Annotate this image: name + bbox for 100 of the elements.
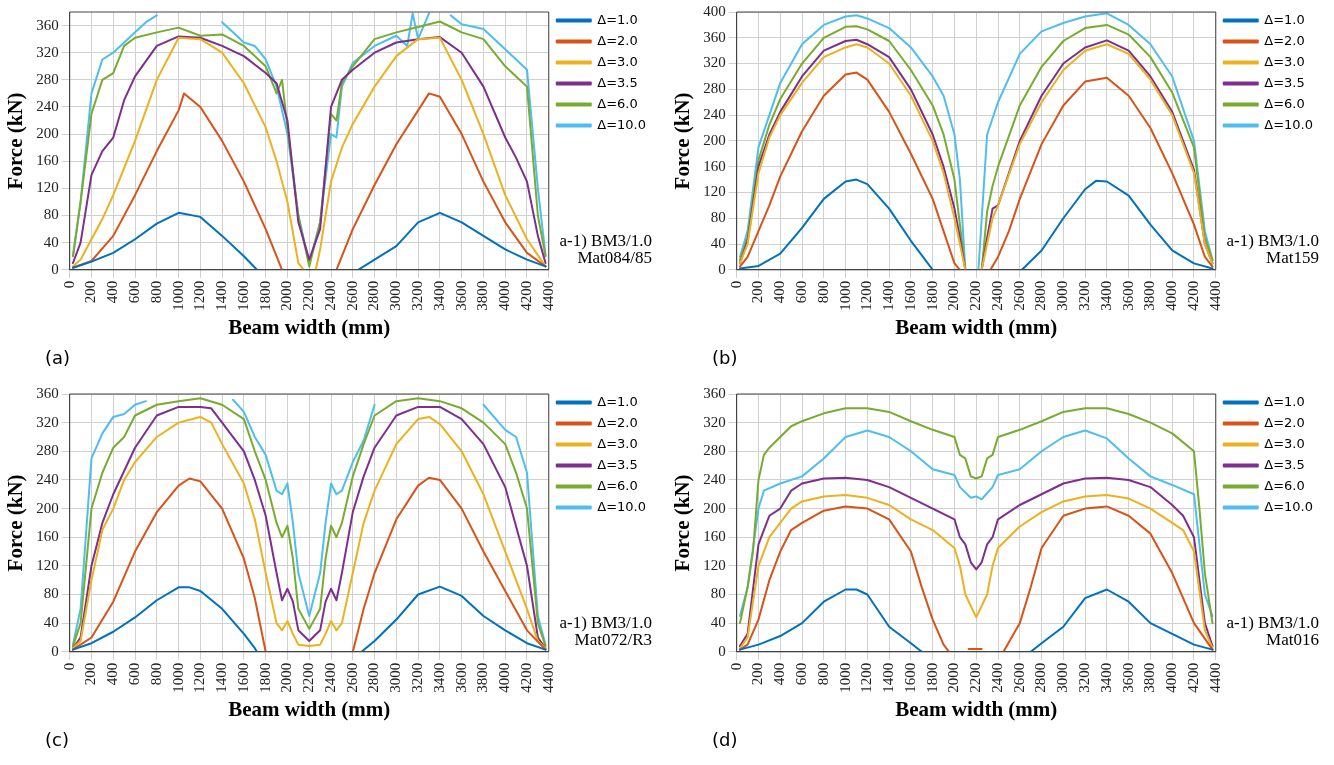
x-axis-title: Beam width (mm) xyxy=(895,314,1058,339)
x-tick-label: 800 xyxy=(814,662,831,686)
x-tick-label: 2800 xyxy=(365,662,382,693)
y-tick-label: 240 xyxy=(36,97,59,114)
x-axis-title: Beam width (mm) xyxy=(228,314,391,339)
x-tick-label: 1400 xyxy=(213,280,230,311)
y-tick-label: 120 xyxy=(36,556,59,573)
y-tick-label: 240 xyxy=(703,106,726,123)
x-tick-label: 2200 xyxy=(300,662,317,693)
y-tick-label: 200 xyxy=(703,499,726,516)
x-tick-label: 1000 xyxy=(169,280,186,311)
x-tick-label: 4400 xyxy=(1206,280,1223,311)
x-tick-label: 600 xyxy=(792,280,809,304)
y-tick-label: 280 xyxy=(36,442,59,459)
x-tick-label: 400 xyxy=(104,280,121,304)
x-tick-label: 1800 xyxy=(923,662,940,693)
x-tick-label: 4200 xyxy=(1184,280,1201,311)
x-tick-label: 1400 xyxy=(880,662,897,693)
x-tick-label: 200 xyxy=(82,662,99,686)
x-tick-label: 1400 xyxy=(213,662,230,693)
y-axis-title: Force (kN) xyxy=(670,92,695,190)
y-tick-label: 80 xyxy=(43,585,59,602)
y-tick-label: 320 xyxy=(36,413,59,430)
y-axis-title: Force (kN) xyxy=(670,474,695,572)
legend-label: Δ=3.0 xyxy=(597,53,638,69)
x-tick-label: 4200 xyxy=(517,280,534,311)
y-tick-label: 200 xyxy=(36,499,59,516)
y-tick-label: 280 xyxy=(703,442,726,459)
y-tick-label: 80 xyxy=(710,585,726,602)
x-tick-label: 2200 xyxy=(967,280,984,311)
y-tick-label: 400 xyxy=(703,2,726,19)
legend-label: Δ=3.5 xyxy=(1264,456,1305,472)
y-tick-label: 0 xyxy=(51,260,59,277)
x-tick-label: 4200 xyxy=(1184,662,1201,693)
y-tick-label: 360 xyxy=(703,28,726,45)
y-tick-label: 360 xyxy=(703,384,726,401)
x-tick-label: 400 xyxy=(771,280,788,304)
y-tick-label: 40 xyxy=(710,614,726,631)
y-tick-label: 80 xyxy=(43,206,59,223)
x-tick-label: 3400 xyxy=(430,662,447,693)
x-tick-label: 2000 xyxy=(278,662,295,693)
x-tick-label: 200 xyxy=(749,662,766,686)
y-tick-label: 80 xyxy=(710,209,726,226)
text: a-1) BM3/1.0 xyxy=(559,612,652,632)
x-tick-label: 3800 xyxy=(1141,280,1158,311)
x-tick-label: 2800 xyxy=(365,280,382,311)
y-tick-label: 40 xyxy=(43,614,59,631)
legend-label: Δ=3.5 xyxy=(597,74,638,90)
x-tick-label: 3400 xyxy=(1097,662,1114,693)
x-tick-label: 3600 xyxy=(1119,280,1136,311)
x-tick-label: 3800 xyxy=(474,280,491,311)
x-tick-label: 4000 xyxy=(496,280,513,311)
y-tick-label: 240 xyxy=(36,470,59,487)
y-tick-label: 0 xyxy=(51,642,59,659)
text: (c) xyxy=(45,729,69,750)
x-tick-label: 2800 xyxy=(1032,280,1049,311)
x-tick-label: 1200 xyxy=(858,662,875,693)
x-tick-label: 1200 xyxy=(858,280,875,311)
legend-label: Δ=3.5 xyxy=(597,456,638,472)
x-tick-label: 1000 xyxy=(169,662,186,693)
x-tick-label: 0 xyxy=(727,662,744,671)
legend-label: Δ=6.0 xyxy=(1264,95,1305,111)
text: (a) xyxy=(45,347,71,368)
y-tick-label: 320 xyxy=(703,54,726,71)
x-tick-label: 2400 xyxy=(321,662,338,693)
y-tick-label: 240 xyxy=(703,470,726,487)
legend-label: Δ=10.0 xyxy=(1264,498,1313,514)
y-tick-label: 280 xyxy=(703,80,726,97)
legend-label: Δ=1.0 xyxy=(1264,393,1305,409)
legend-label: Δ=6.0 xyxy=(597,95,638,111)
y-axis-title: Force (kN) xyxy=(3,474,28,572)
x-tick-label: 3800 xyxy=(474,662,491,693)
text: (b) xyxy=(712,347,738,368)
x-tick-label: 3600 xyxy=(452,662,469,693)
x-tick-label: 3000 xyxy=(387,280,404,311)
x-tick-label: 3000 xyxy=(1054,662,1071,693)
text: a-1) BM3/1.0 xyxy=(559,230,652,250)
x-tick-label: 2200 xyxy=(300,280,317,311)
y-tick-label: 120 xyxy=(703,183,726,200)
x-tick-label: 2600 xyxy=(343,662,360,693)
x-tick-label: 200 xyxy=(749,280,766,304)
legend-label: Δ=1.0 xyxy=(1264,11,1305,27)
x-tick-label: 1600 xyxy=(234,662,251,693)
x-tick-label: 3200 xyxy=(409,280,426,311)
legend-label: Δ=10.0 xyxy=(1264,116,1313,132)
legend-label: Δ=3.5 xyxy=(1264,74,1305,90)
legend-label: Δ=3.0 xyxy=(1264,435,1305,451)
x-tick-label: 400 xyxy=(104,662,121,686)
x-tick-label: 0 xyxy=(60,280,77,289)
x-tick-label: 2400 xyxy=(321,280,338,311)
y-tick-label: 120 xyxy=(703,556,726,573)
x-tick-label: 3600 xyxy=(1119,662,1136,693)
y-tick-label: 200 xyxy=(36,125,59,142)
x-tick-label: 4200 xyxy=(517,662,534,693)
text: Mat016 xyxy=(1266,629,1319,649)
y-tick-label: 40 xyxy=(43,233,59,250)
legend-label: Δ=2.0 xyxy=(1264,32,1305,48)
x-tick-label: 4400 xyxy=(539,662,556,693)
x-tick-label: 2200 xyxy=(967,662,984,693)
legend-label: Δ=2.0 xyxy=(597,414,638,430)
